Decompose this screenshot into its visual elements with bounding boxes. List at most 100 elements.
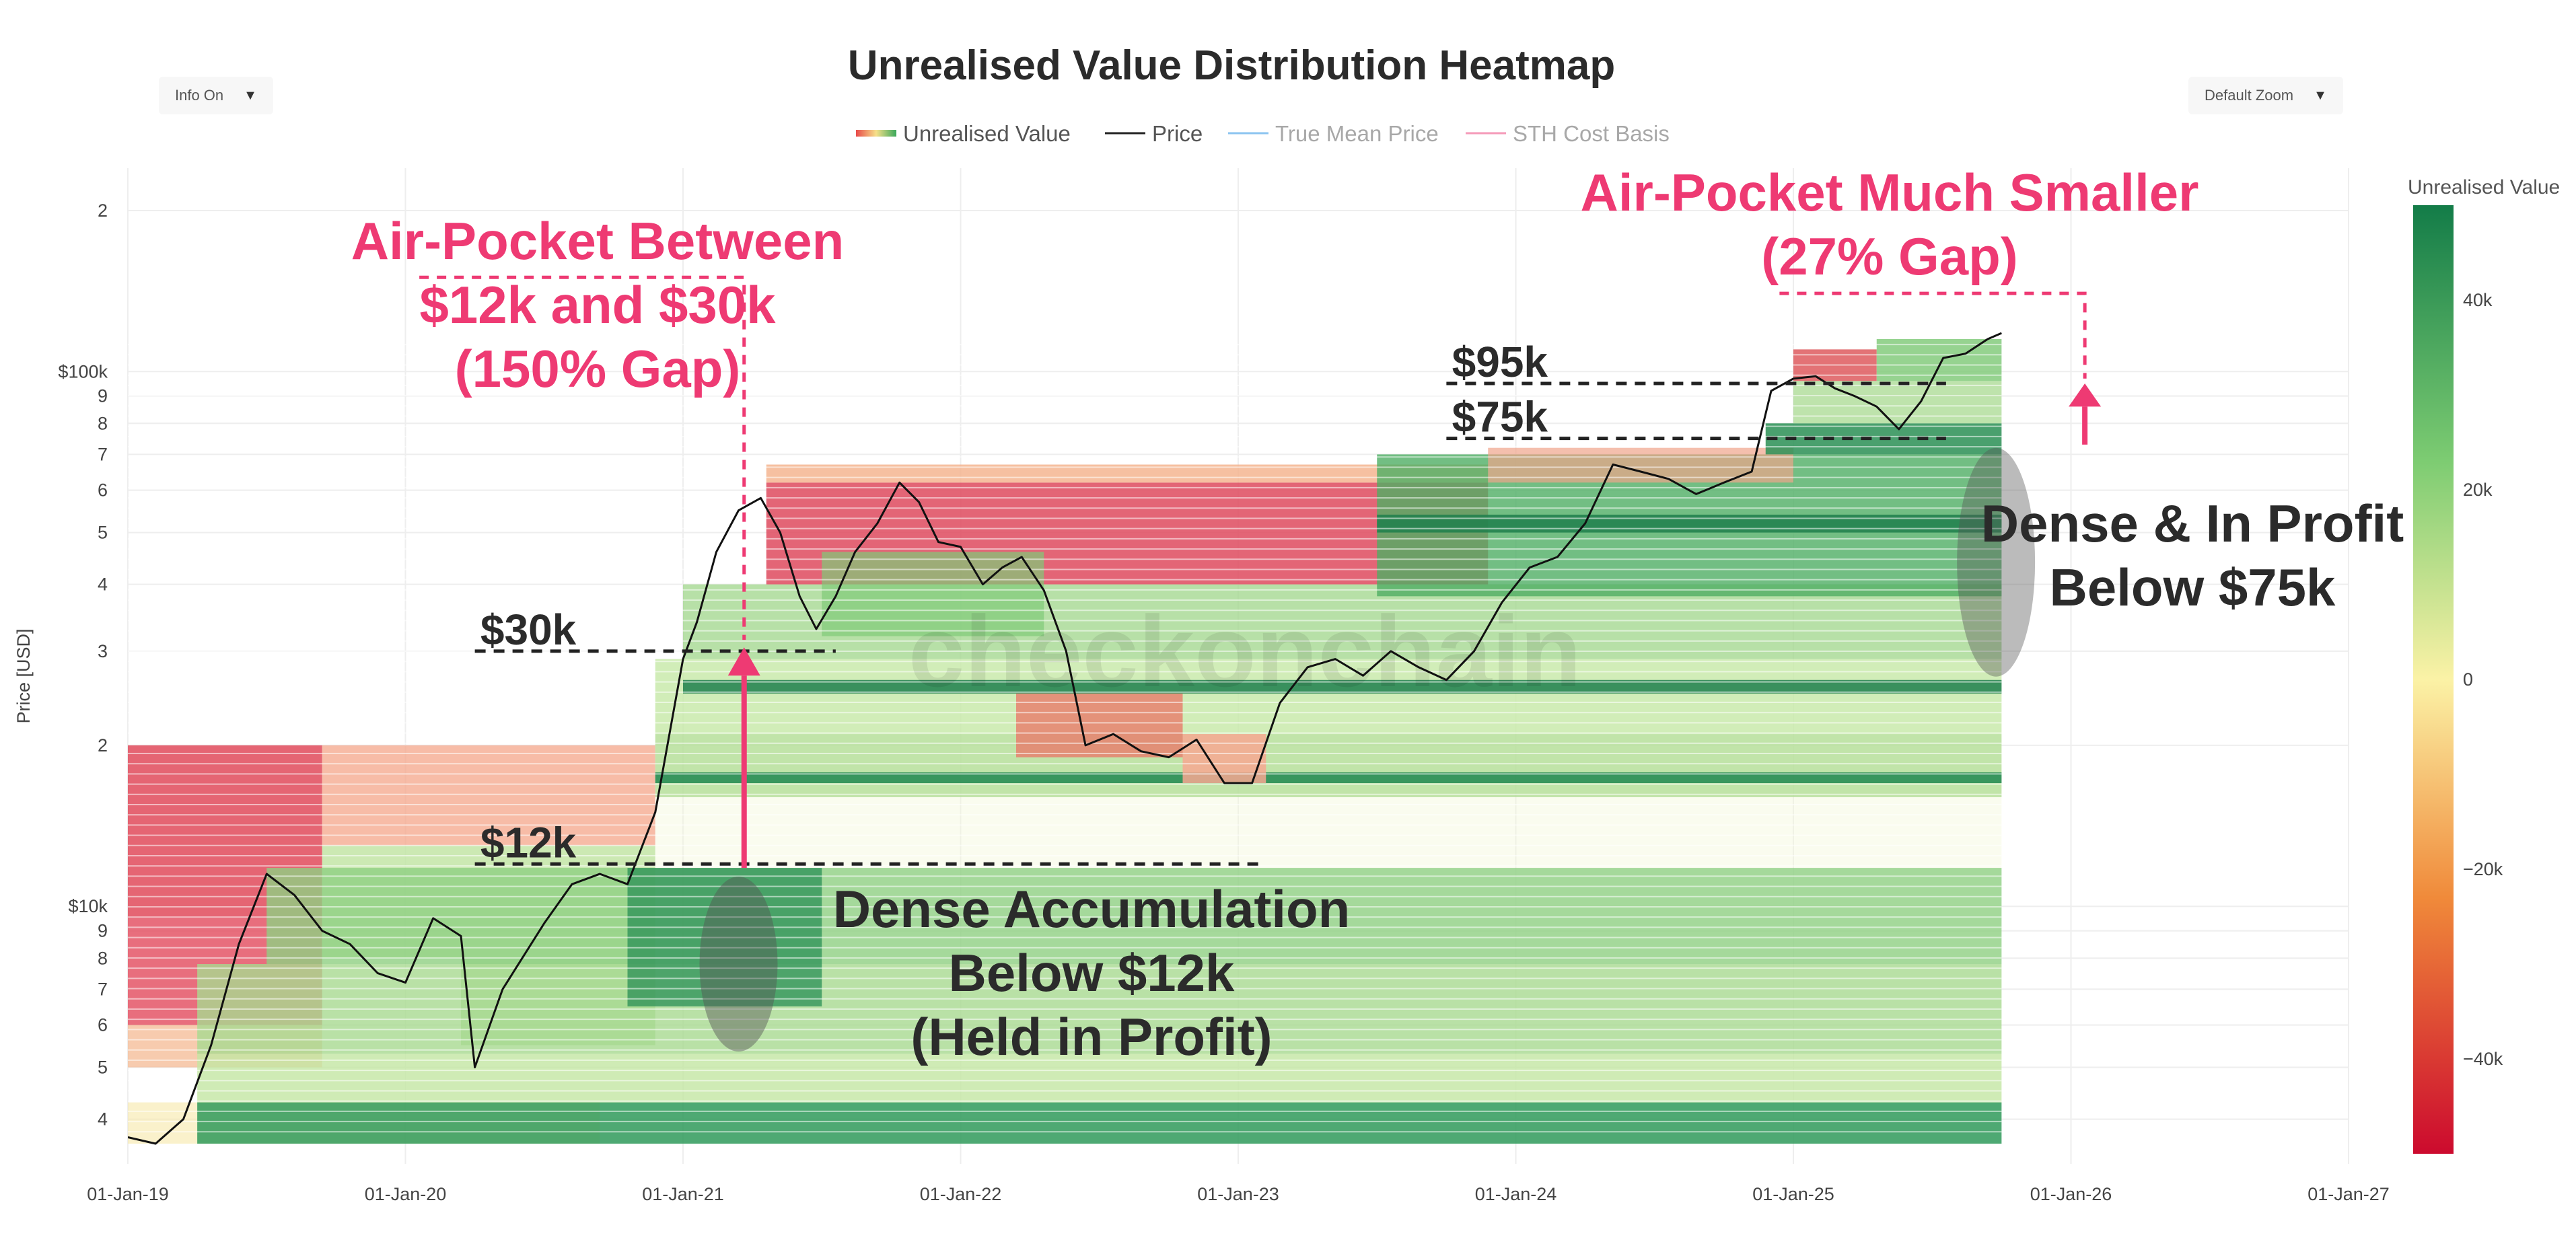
heatmap-streak xyxy=(128,793,2002,795)
heatmap-streak xyxy=(128,691,2002,693)
annotation-overlays: $30k $12k $95k $75k Air-Pocket Between$12k a… xyxy=(351,163,2404,1066)
x-tick-label: 01-Jan-23 xyxy=(1197,1184,1279,1204)
heatmap-streak xyxy=(128,517,2002,519)
y-tick-label: 4 xyxy=(98,575,108,595)
info-toggle-label: Info On xyxy=(175,87,224,104)
heatmap-streak xyxy=(128,967,2002,969)
heatmap-streak xyxy=(128,875,2002,877)
heatmap-streak xyxy=(128,558,2002,560)
legend-item-label: Price xyxy=(1152,121,1203,146)
x-tick-label: 01-Jan-26 xyxy=(2030,1184,2112,1204)
chart-title: Unrealised Value Distribution Heatmap xyxy=(848,42,1615,89)
heatmap-streak xyxy=(128,589,2002,591)
colorbar-tick-label: 20k xyxy=(2463,480,2493,500)
heatmap-streak xyxy=(128,1070,2002,1072)
heatmap-streak xyxy=(128,773,2002,775)
heatmap-streak xyxy=(128,1019,2002,1021)
x-tick-label: 01-Jan-25 xyxy=(1752,1184,1834,1204)
heatmap-band xyxy=(655,797,2002,869)
watermark: checkonchain xyxy=(908,595,1581,708)
heatmap-streak xyxy=(128,610,2002,612)
dense-accumulation-highlight xyxy=(699,877,778,1052)
heatmap-streak xyxy=(128,885,2002,887)
heatmap-streak xyxy=(128,446,2002,448)
heatmap-streak xyxy=(128,763,2002,765)
colorbar-tick-label: 40k xyxy=(2463,290,2493,310)
y-tick-label: 8 xyxy=(98,948,108,968)
x-tick-label: 01-Jan-20 xyxy=(365,1184,447,1204)
heatmap-streak xyxy=(128,895,2002,897)
y-tick-label: 5 xyxy=(98,1058,108,1078)
heatmap-band xyxy=(322,745,655,846)
heatmap-streak xyxy=(128,1110,2002,1112)
x-tick-label: 01-Jan-19 xyxy=(87,1184,169,1204)
y-axis-label: Price [USD] xyxy=(13,628,34,723)
colorbar-tick-label: −40k xyxy=(2463,1049,2503,1069)
heatmap-bands xyxy=(128,339,2002,1144)
heatmap-streak xyxy=(128,722,2002,724)
y-axis-ticks: 4 5 6 7 8 9 $10k 2 3 4 5 6 7 8 9 $100k 2 xyxy=(58,200,108,1130)
heatmap-streak xyxy=(128,753,2002,755)
heatmap-streak xyxy=(128,384,2002,386)
level-label: $95k xyxy=(1452,338,1548,386)
heatmap-streak xyxy=(128,374,2002,376)
heatmap-streak xyxy=(128,344,2002,346)
legend-item-label: Unrealised Value xyxy=(903,121,1071,146)
heatmap-streak xyxy=(128,1039,2002,1041)
y-tick-label: $100k xyxy=(58,361,108,381)
heatmap-band xyxy=(683,679,2002,694)
heatmap-band xyxy=(655,772,2002,784)
annotation-air-pocket-2021-line: Air-Pocket Between xyxy=(351,211,845,270)
air-pocket-small-bracket xyxy=(1779,291,2087,379)
x-tick-label: 01-Jan-21 xyxy=(642,1184,724,1204)
heatmap-streak xyxy=(128,497,2002,499)
heatmap-streak xyxy=(128,538,2002,540)
heatmap-streak xyxy=(128,732,2002,734)
heatmap-streak xyxy=(128,865,2002,867)
y-tick-label: $10k xyxy=(68,896,108,916)
zoom-label: Default Zoom xyxy=(2205,87,2294,104)
legend: Unrealised Value Price True Mean Price STH … xyxy=(856,121,1670,146)
heatmap-streak xyxy=(128,405,2002,407)
heatmap-streak xyxy=(128,486,2002,488)
heatmap-streak xyxy=(128,916,2002,918)
heatmap-band xyxy=(197,1054,2002,1103)
heatmap-band xyxy=(1016,693,1183,758)
heatmap-streak xyxy=(128,579,2002,581)
y-tick-label: 8 xyxy=(98,413,108,433)
heatmap-streak xyxy=(128,834,2002,836)
annotation-dense-accum-line: (Held in Profit) xyxy=(910,1007,1272,1066)
colorbar-title: Unrealised Value xyxy=(2408,176,2560,198)
heatmap-band xyxy=(197,1102,2002,1144)
heatmap-streak xyxy=(128,651,2002,653)
heatmap-streak xyxy=(128,1080,2002,1082)
heatmap-streak xyxy=(128,978,2002,980)
annotation-air-pocket-2021-line: (150% Gap) xyxy=(455,339,741,398)
heatmap-streak xyxy=(128,456,2002,458)
y-tick-label: 6 xyxy=(98,480,108,501)
heatmap-streak xyxy=(128,395,2002,397)
heatmap-band xyxy=(655,734,2002,797)
heatmap-streak xyxy=(128,1121,2002,1123)
info-toggle-dropdown[interactable]: Info On ▼ xyxy=(159,77,273,114)
dense-profit-highlight xyxy=(1957,447,2036,677)
heatmap-streak xyxy=(128,630,2002,632)
level-label: $12k xyxy=(480,818,577,866)
heatmap-streak xyxy=(128,354,2002,356)
heatmap-streak xyxy=(128,926,2002,928)
zoom-dropdown[interactable]: Default Zoom ▼ xyxy=(2188,77,2343,114)
y-tick-label: 4 xyxy=(98,1109,108,1130)
heatmap-streak xyxy=(128,507,2002,509)
legend-item-label: True Mean Price xyxy=(1275,121,1439,146)
heatmap-band xyxy=(1182,734,1266,784)
annotation-air-pocket-2025-line: (27% Gap) xyxy=(1761,227,2017,286)
legend-item-label: STH Cost Basis xyxy=(1513,121,1670,146)
y-tick-label: 9 xyxy=(98,386,108,406)
heatmap-streak xyxy=(128,783,2002,785)
y-tick-label: 6 xyxy=(98,1015,108,1035)
heatmap-streak xyxy=(128,998,2002,1000)
heatmap-streak xyxy=(128,1049,2002,1051)
colorbar-gradient xyxy=(2413,205,2454,1154)
heatmap-streak xyxy=(128,364,2002,366)
